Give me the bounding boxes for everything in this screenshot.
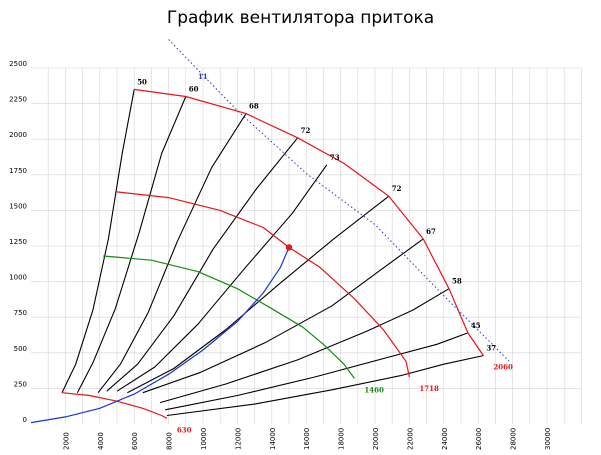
y-tick-label: 2000 [9, 131, 27, 139]
x-tick-label: 14000 [269, 428, 277, 450]
x-tick-label: 30000 [544, 428, 552, 450]
y-tick-label: 2250 [9, 96, 27, 104]
x-tick-label: 28000 [510, 428, 518, 450]
efficiency-label: 50 [137, 77, 147, 86]
efficiency-line [127, 195, 390, 394]
y-tick-label: 500 [14, 345, 27, 353]
x-tick-label: 26000 [475, 428, 483, 450]
x-tick-labels: 2000 4000 6000 8000 10000 12000 14000 16000 1800… [62, 428, 552, 450]
operating-point [285, 244, 293, 251]
efficiency-label: 60 [189, 84, 199, 93]
speed-label: 1718 [419, 384, 439, 393]
speed-curve [61, 392, 168, 419]
efficiency-line [165, 332, 469, 411]
speed-label: 630 [177, 425, 192, 434]
chart-title: График вентилятора притока [166, 8, 435, 28]
speed-label: 2060 [493, 363, 513, 372]
x-tick-label: 20000 [372, 428, 380, 450]
x-tick-label: 16000 [303, 428, 311, 450]
grid [31, 67, 582, 424]
boundary-label: 11 [198, 72, 208, 81]
efficiency-line [116, 164, 328, 392]
x-tick-label: 22000 [406, 428, 414, 450]
y-tick-label: 1000 [9, 274, 27, 282]
efficiency-line [76, 96, 187, 393]
y-tick-label: 250 [14, 380, 27, 388]
y-tick-label: 1250 [9, 238, 27, 246]
efficiency-line [166, 355, 484, 417]
labels: 50 60 68 72 73 72 67 58 45 37 2060 1718 1460 630 11 [137, 72, 513, 434]
efficiency-line [106, 137, 299, 392]
y-tick-label: 1750 [9, 167, 27, 175]
efficiency-line [61, 89, 135, 393]
boundary-line [168, 39, 510, 362]
speed-label: 1460 [364, 385, 384, 394]
x-tick-label: 10000 [200, 428, 208, 450]
efficiency-label: 72 [301, 126, 311, 135]
efficiency-line [97, 113, 247, 394]
x-tick-label: 2000 [62, 432, 70, 450]
speed-curve [134, 88, 484, 356]
speed-curve [116, 191, 410, 378]
efficiency-label: 67 [426, 227, 436, 236]
x-tick-label: 18000 [338, 428, 346, 450]
efficiency-label: 68 [249, 102, 259, 111]
y-tick-label: 750 [14, 309, 27, 317]
curves [30, 39, 510, 424]
y-tick-label: 2500 [9, 60, 27, 68]
efficiency-label: 37 [486, 344, 496, 353]
system-curve [30, 247, 290, 424]
efficiency-label: 73 [330, 153, 340, 162]
x-tick-label: 12000 [234, 428, 242, 450]
x-tick-label: 4000 [97, 432, 105, 450]
speed-curve [103, 255, 355, 379]
efficiency-label: 58 [452, 277, 462, 286]
x-tick-label: 6000 [131, 432, 139, 450]
y-tick-label: 0 [23, 416, 27, 424]
y-tick-labels: 0 250 500 750 1000 1250 1500 1750 2000 2250 2500 [9, 60, 27, 424]
y-tick-label: 1500 [9, 202, 27, 210]
efficiency-label: 72 [392, 184, 402, 193]
efficiency-line [159, 288, 450, 404]
x-tick-label: 8000 [166, 432, 174, 450]
x-tick-label: 24000 [441, 428, 449, 450]
efficiency-label: 45 [471, 321, 481, 330]
